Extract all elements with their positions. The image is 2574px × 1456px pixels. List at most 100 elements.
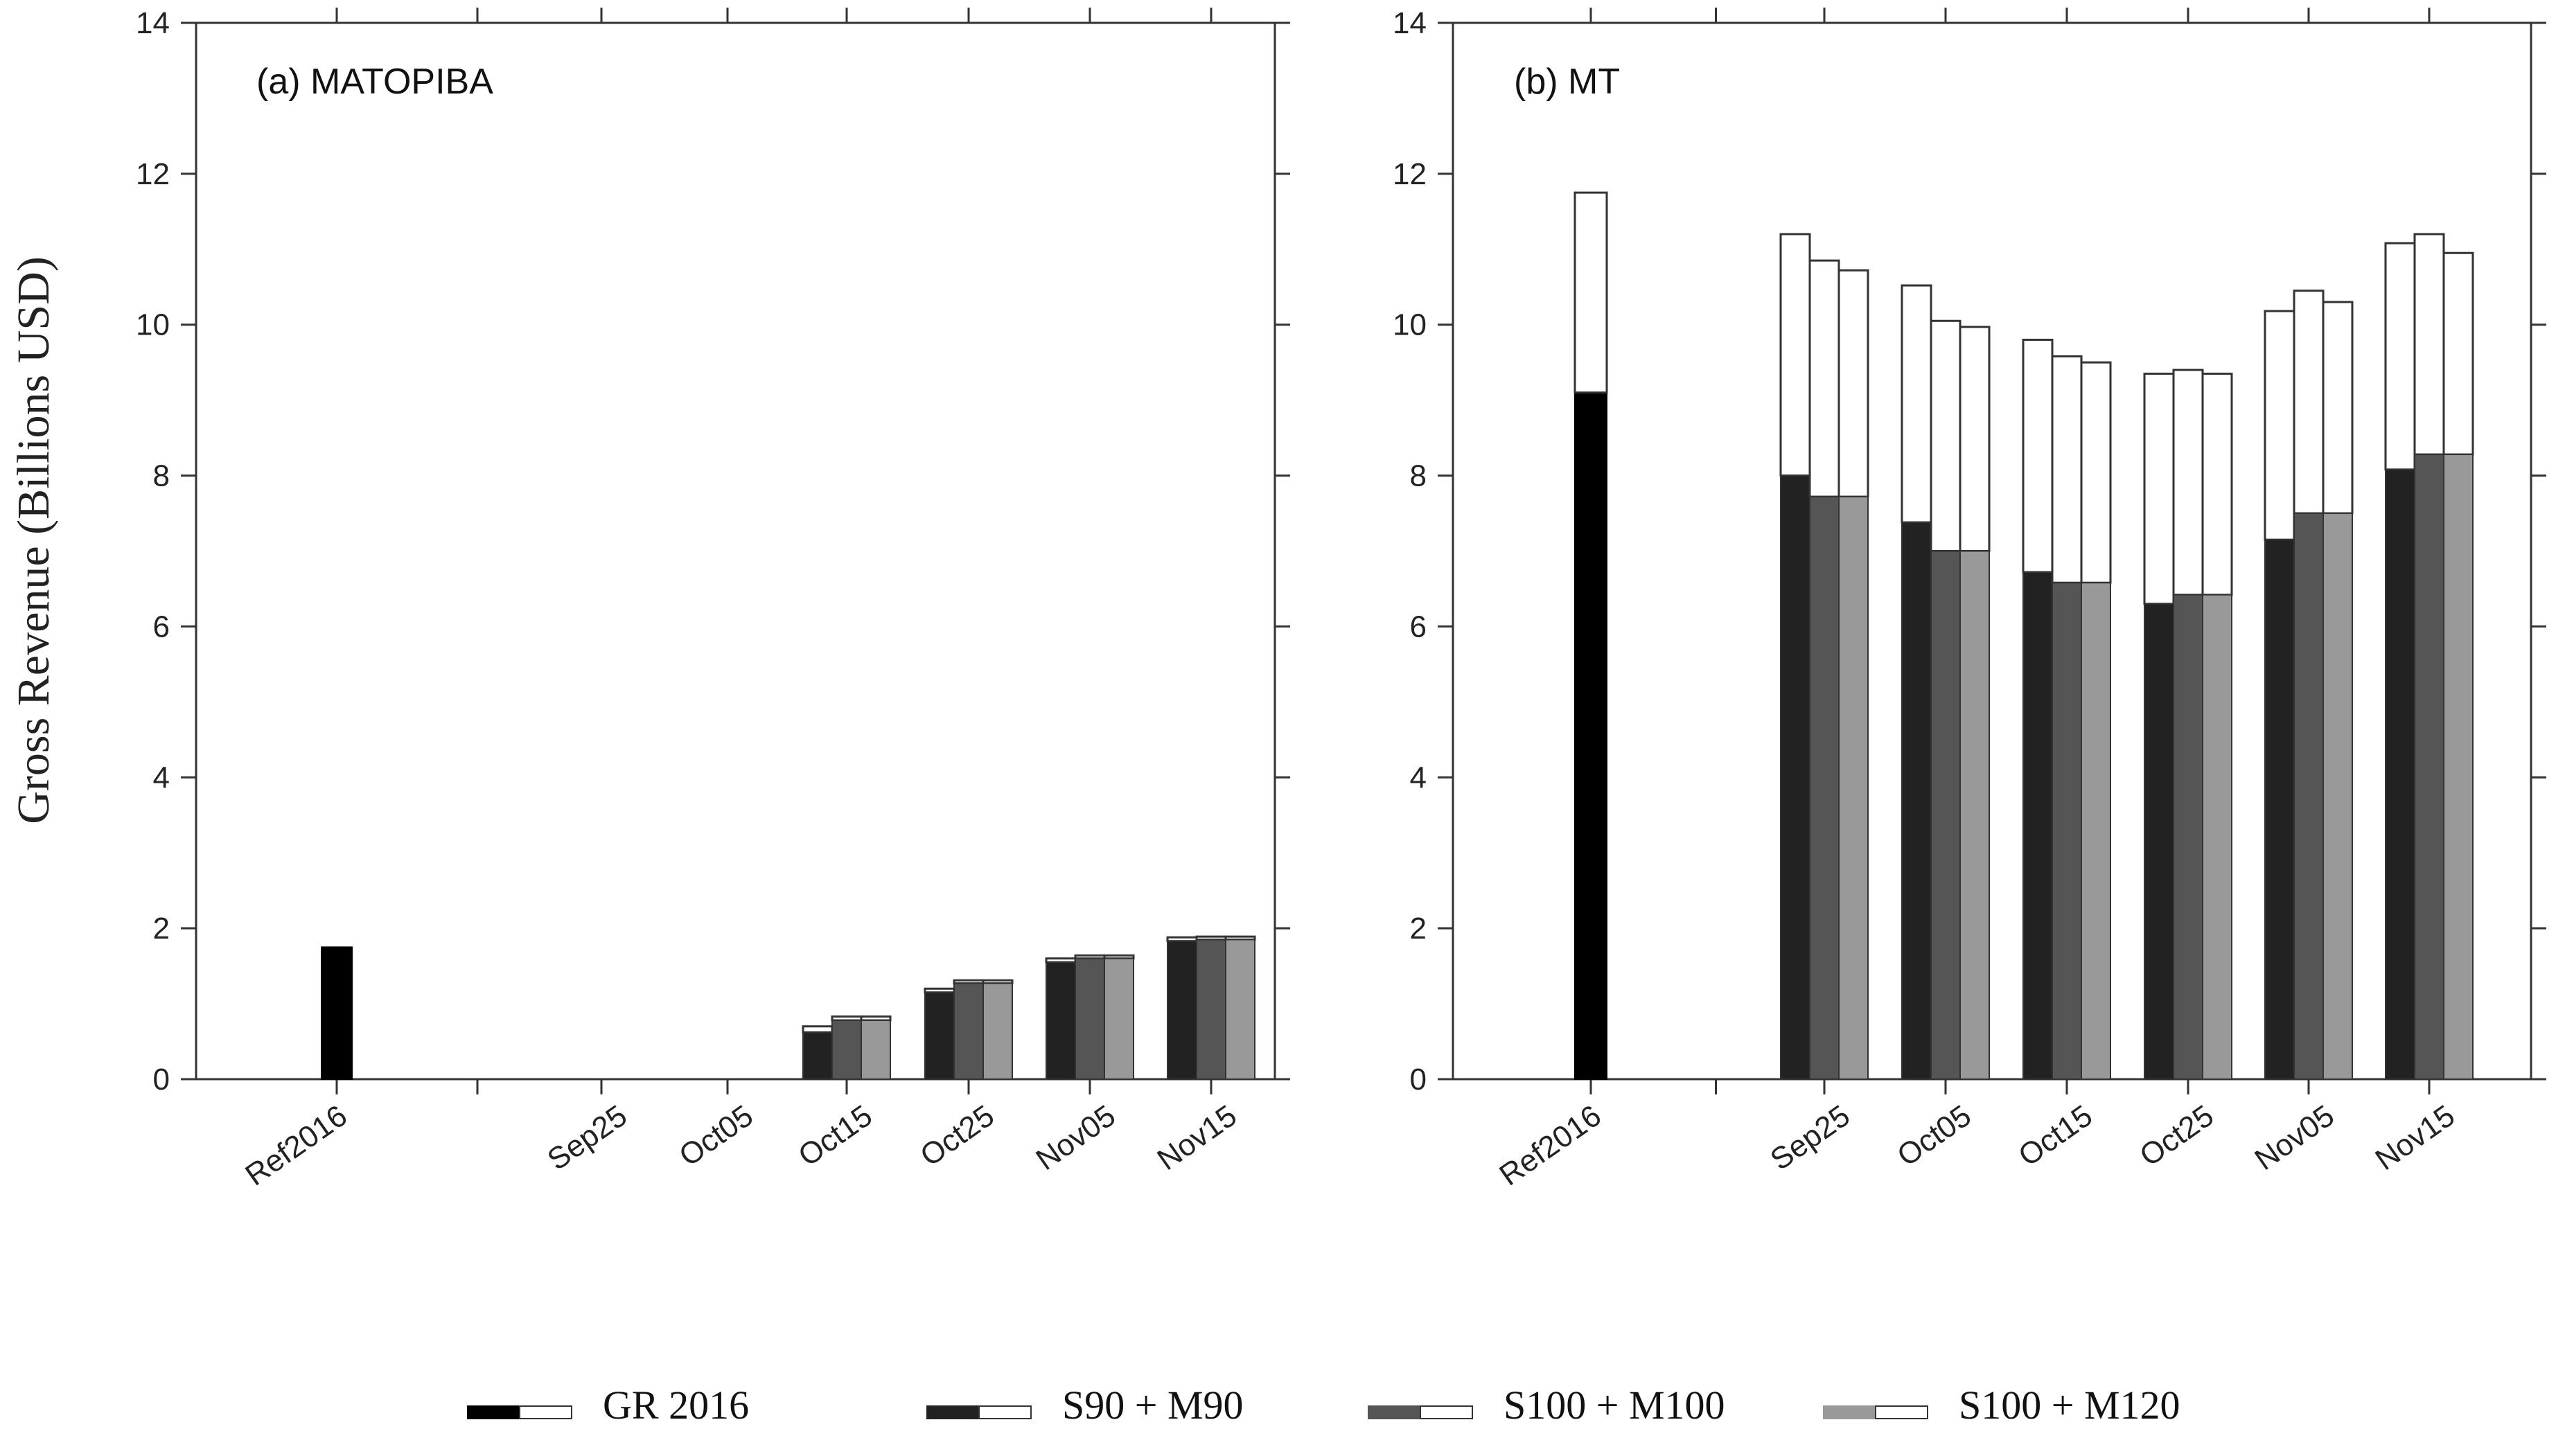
bar-top-s100-m100 — [2051, 355, 2083, 584]
y-tick-label: 12 — [136, 157, 170, 191]
x-tick-label: Sep25 — [1764, 1099, 1855, 1177]
bar-ref2016 — [321, 946, 353, 1080]
legend-swatch-fill — [1368, 1405, 1421, 1419]
bar-top-s90-m90 — [802, 1025, 834, 1033]
panel-mt: (b) MT 0 2 4 6 8 10 12 14 Ref2016 Sep25 Oct05 Oct15… — [1393, 6, 2546, 1193]
bar-top-s100-m120 — [2442, 251, 2474, 456]
bar-s90-m90 — [2385, 468, 2415, 1080]
x-tick-label: Ref2016 — [239, 1099, 353, 1193]
bar-top-s100-m120 — [1837, 269, 1869, 498]
x-tick-label: Nov05 — [2248, 1099, 2340, 1177]
x-tick-label: Sep25 — [541, 1099, 633, 1177]
y-tick-label: 2 — [153, 912, 170, 945]
bar-top-s90-m90 — [1779, 233, 1811, 477]
y-tick-label: 8 — [1410, 459, 1427, 493]
panel-matopiba: (a) MATOPIBA 0 2 4 6 8 10 12 14 Ref2016 Sep25 Oct0… — [136, 6, 1290, 1193]
legend-swatch-empty — [978, 1405, 1032, 1419]
x-tick-label: Ref2016 — [1493, 1099, 1607, 1193]
legend-label: S90 + M90 — [1062, 1383, 1244, 1428]
bar-s100-m120 — [1838, 496, 1869, 1080]
bar-top-s90-m90 — [2022, 339, 2054, 574]
bar-s90-m90 — [2144, 603, 2174, 1080]
y-tick-label: 4 — [1410, 761, 1427, 794]
y-tick-label: 4 — [153, 761, 170, 794]
y-tick-label: 0 — [1410, 1063, 1427, 1097]
x-tick-label: Oct15 — [792, 1099, 878, 1173]
legend-label: S100 + M120 — [1959, 1383, 2180, 1428]
bar-s100-m100 — [2414, 454, 2444, 1080]
bar-top-s90-m90 — [2143, 373, 2175, 605]
bar-top-s100-m100 — [2413, 233, 2445, 456]
legend-label: GR 2016 — [603, 1383, 749, 1428]
bar-s100-m100 — [831, 1020, 862, 1081]
x-tick-label: Oct15 — [2012, 1099, 2098, 1173]
bar-top-s100-m120 — [1959, 326, 1991, 552]
y-tick-label: 12 — [1393, 157, 1427, 191]
bar-s100-m100 — [2293, 513, 2324, 1080]
y-tick-label: 6 — [153, 610, 170, 643]
x-tick-label: Nov05 — [1030, 1099, 1121, 1177]
legend-swatch-empty — [1420, 1405, 1473, 1419]
bar-top-s90-m90 — [1901, 284, 1932, 524]
plot-frame — [195, 21, 1276, 1081]
bar-s100-m120 — [2443, 454, 2474, 1080]
bar-ref2016-top — [1574, 191, 1608, 394]
x-tick-label: Nov15 — [2369, 1099, 2460, 1177]
bar-s90-m90 — [924, 991, 955, 1081]
bar-s90-m90 — [2264, 539, 2295, 1080]
y-tick-label: 2 — [1410, 912, 1427, 945]
legend-label: S100 + M100 — [1504, 1383, 1725, 1428]
bar-s90-m90 — [1046, 961, 1076, 1081]
bar-s100-m100 — [1930, 550, 1961, 1080]
x-tick-label: Oct05 — [673, 1099, 759, 1173]
x-tick-label: Oct05 — [1891, 1099, 1977, 1173]
legend-swatch-fill — [926, 1405, 980, 1419]
bar-s90-m90 — [1901, 522, 1932, 1080]
bar-s100-m120 — [1225, 939, 1255, 1081]
y-tick-label: 6 — [1410, 610, 1427, 643]
bar-ref2016 — [1574, 391, 1607, 1080]
legend: GR 2016 S90 + M90 S100 + M100 S100 + M120 — [467, 1383, 2180, 1428]
bar-s100-m100 — [2173, 594, 2203, 1080]
x-tick-label: Oct25 — [2133, 1099, 2219, 1173]
x-tick-label: Nov15 — [1151, 1099, 1242, 1177]
bar-top-s100-m120 — [2322, 301, 2354, 515]
bar-top-s90-m90 — [2384, 242, 2416, 471]
y-tick-label: 14 — [1393, 6, 1427, 40]
bar-s90-m90 — [2022, 571, 2053, 1080]
y-tick-label: 10 — [1393, 308, 1427, 342]
bar-s100-m120 — [2322, 513, 2353, 1080]
bar-s100-m120 — [1959, 550, 1990, 1080]
bar-top-s100-m100 — [1930, 319, 1962, 552]
y-tick-label: 8 — [153, 459, 170, 493]
bar-s100-m120 — [982, 982, 1013, 1081]
bar-s100-m100 — [1075, 957, 1105, 1080]
bar-s90-m90 — [1780, 474, 1810, 1080]
legend-swatch-empty — [1875, 1405, 1928, 1419]
plot-frame — [1452, 21, 2532, 1081]
bar-top-s90-m90 — [2264, 310, 2295, 541]
bar-s90-m90 — [1167, 940, 1197, 1081]
bar-s100-m120 — [861, 1020, 891, 1081]
bar-s100-m100 — [1196, 939, 1226, 1081]
bar-top-s100-m120 — [2201, 373, 2233, 596]
bar-top-s100-m100 — [2293, 290, 2325, 515]
y-tick-label: 0 — [153, 1063, 170, 1097]
bar-s100-m120 — [2081, 582, 2111, 1080]
x-tick-label: Oct25 — [914, 1099, 1000, 1173]
panel-a-title: (a) MATOPIBA — [256, 62, 493, 102]
bar-top-s100-m120 — [2080, 361, 2112, 584]
bar-s90-m90 — [802, 1031, 833, 1080]
panel-b-title: (b) MT — [1514, 62, 1620, 102]
bar-s100-m100 — [1809, 496, 1840, 1080]
bar-top-s100-m100 — [1808, 259, 1840, 498]
bar-top-s100-m100 — [2172, 369, 2204, 596]
y-axis-label: Gross Revenue (Billions USD) — [8, 256, 59, 824]
bar-s100-m120 — [1104, 957, 1134, 1080]
legend-swatch-empty — [519, 1405, 572, 1419]
bar-s100-m100 — [2052, 582, 2082, 1080]
y-tick-label: 14 — [136, 6, 170, 40]
y-tick-label: 10 — [136, 308, 170, 342]
bar-s100-m100 — [953, 982, 984, 1081]
